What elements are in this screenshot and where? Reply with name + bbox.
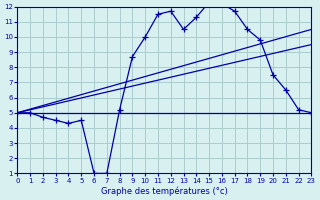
X-axis label: Graphe des températures (°c): Graphe des températures (°c) [101, 186, 228, 196]
